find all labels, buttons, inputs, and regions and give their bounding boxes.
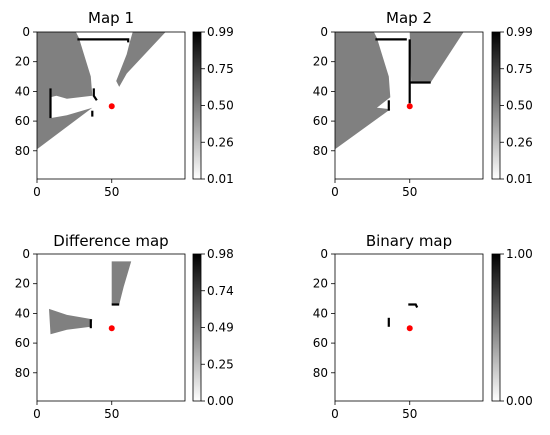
robot-position-marker [406, 325, 413, 332]
y-tick-label: 0 [320, 247, 328, 261]
colorbar [192, 253, 202, 402]
x-tick-label: 0 [33, 407, 41, 421]
colorbar-tick-label: 0.26 [506, 135, 533, 149]
colorbar-tick-label: 0.01 [207, 172, 234, 186]
subplot-2: Map 2 0 50 0 20 40 60 80 0.01 0.26 0.50 0.75 0.99 [313, 9, 533, 199]
obstacle-edge [77, 38, 130, 43]
obstacle-edge [92, 88, 98, 101]
y-tick-label: 0 [22, 25, 30, 39]
x-tick-label: 50 [402, 185, 417, 199]
y-tick-label: 80 [313, 366, 328, 380]
y-tick-label: 40 [15, 84, 30, 98]
subplot-title: Map 1 [88, 9, 134, 27]
y-tick-label: 80 [15, 144, 30, 158]
x-tick-label: 0 [331, 407, 339, 421]
colorbar-tick-label: 1.00 [506, 247, 533, 261]
colorbar-tick-label: 0.00 [506, 394, 533, 408]
obstacle-edge [408, 303, 419, 308]
colorbar-tick-label: 0.50 [506, 99, 533, 113]
y-tick-label: 20 [313, 55, 328, 69]
x-tick-label: 50 [402, 407, 417, 421]
occupancy-region [335, 32, 391, 150]
y-tick-label: 80 [313, 144, 328, 158]
subplot-3: Difference map 0 50 0 20 40 60 80 0.00 0.25 0.49 0.… [15, 232, 234, 421]
x-tick-label: 0 [33, 185, 41, 199]
colorbar-tick-label: 0.00 [207, 394, 234, 408]
colorbar-tick-label: 0.98 [207, 247, 234, 261]
subplot-title: Map 2 [386, 9, 432, 27]
colorbar [491, 253, 501, 402]
robot-position-marker [108, 325, 115, 332]
colorbar [491, 31, 501, 180]
y-tick-label: 60 [15, 336, 30, 350]
x-tick-label: 0 [331, 185, 339, 199]
colorbar-tick-label: 0.26 [207, 135, 234, 149]
occupancy-region [409, 32, 464, 83]
y-tick-label: 60 [313, 336, 328, 350]
colorbar-tick-label: 0.99 [506, 25, 533, 39]
y-tick-label: 20 [15, 55, 30, 69]
y-tick-label: 60 [15, 114, 30, 128]
y-tick-label: 0 [22, 247, 30, 261]
occupancy-region [37, 32, 93, 150]
y-tick-label: 20 [15, 277, 30, 291]
y-tick-label: 40 [313, 306, 328, 320]
colorbar-tick-label: 0.99 [207, 25, 234, 39]
x-tick-label: 50 [104, 407, 119, 421]
y-tick-label: 40 [313, 84, 328, 98]
colorbar-tick-label: 0.49 [207, 321, 234, 335]
colorbar-tick-label: 0.50 [207, 99, 234, 113]
occupancy-region [116, 32, 166, 87]
y-tick-label: 40 [15, 306, 30, 320]
occupancy-region [49, 308, 93, 335]
axes-frame [36, 253, 186, 402]
y-tick-label: 80 [15, 366, 30, 380]
axes-frame [334, 253, 484, 402]
y-tick-label: 0 [320, 25, 328, 39]
subplot-4: Binary map 0 50 0 20 40 60 80 0.00 1.00 [313, 232, 533, 421]
colorbar-tick-label: 0.25 [207, 357, 234, 371]
subplot-1: Map 1 0 50 0 20 40 60 80 0.01 0.26 0.50 0.75 0.99 [15, 9, 234, 199]
subplot-title: Difference map [53, 232, 168, 250]
colorbar-tick-label: 0.74 [207, 284, 234, 298]
colorbar-tick-label: 0.01 [506, 172, 533, 186]
axes-frame [36, 31, 186, 180]
robot-position-marker [406, 103, 413, 110]
y-tick-label: 60 [313, 114, 328, 128]
y-tick-label: 20 [313, 277, 328, 291]
colorbar-tick-label: 0.75 [506, 62, 533, 76]
x-tick-label: 50 [104, 185, 119, 199]
occupancy-region [111, 261, 132, 305]
subplot-title: Binary map [366, 232, 452, 250]
colorbar-tick-label: 0.75 [207, 62, 234, 76]
axes-frame [334, 31, 484, 180]
robot-position-marker [108, 103, 115, 110]
colorbar [192, 31, 202, 180]
